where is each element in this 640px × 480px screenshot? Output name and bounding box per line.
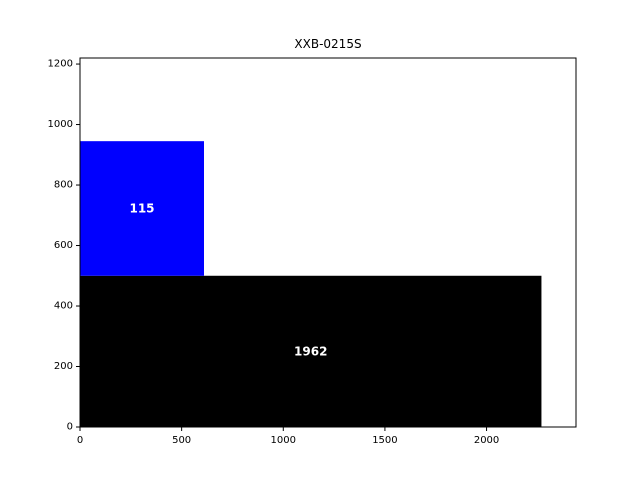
bar-labels: 1962 115 (129, 201, 327, 358)
x-tick-label: 0 (77, 435, 83, 446)
bar-label-1962: 1962 (294, 344, 327, 358)
y-tick-label: 800 (54, 180, 73, 191)
y-tick-label: 1200 (48, 59, 73, 70)
bar-1962 (80, 275, 542, 427)
x-tick-label: 1000 (271, 435, 296, 446)
y-tick-label: 0 (67, 422, 73, 433)
x-tick-label: 500 (172, 435, 191, 446)
plot-frame (79, 57, 577, 428)
x-axis: 0 500 1000 1500 2000 (77, 427, 499, 446)
bar-label-115: 115 (129, 201, 154, 215)
bar-115 (80, 141, 204, 276)
chart-title: XXB-0215S (294, 37, 361, 51)
y-axis: 0 200 400 600 800 1000 1200 (48, 59, 80, 433)
y-tick-label: 200 (54, 361, 73, 372)
bars-layer (80, 141, 542, 427)
y-tick-label: 400 (54, 301, 73, 312)
y-tick-label: 1000 (48, 119, 73, 130)
x-tick-label: 2000 (474, 435, 499, 446)
x-tick-label: 1500 (372, 435, 397, 446)
y-tick-label: 600 (54, 240, 73, 251)
